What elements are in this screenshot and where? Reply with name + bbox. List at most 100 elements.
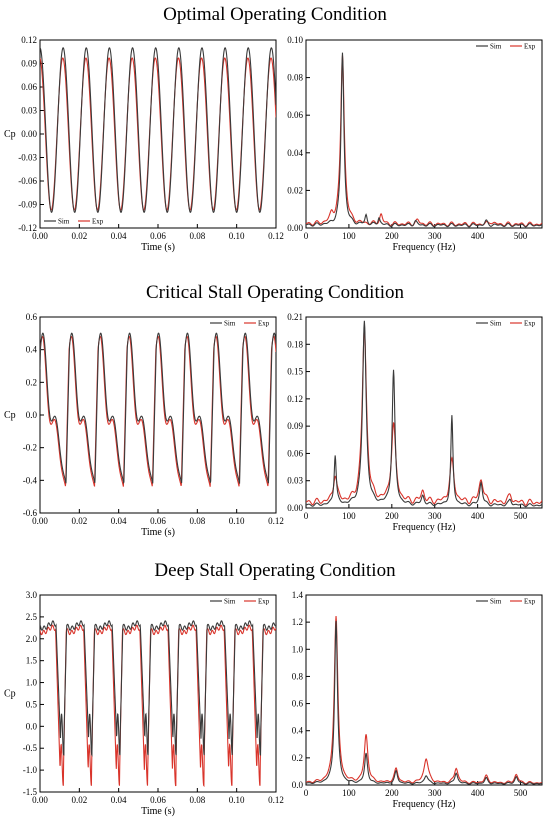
series-line-sim xyxy=(306,320,542,508)
chart-critical-fft: 0 100 200 300 400 500 0.00 0.03 0.06 0.09 0.12 0.15… xyxy=(287,312,543,533)
y-tick-label: 0.8 xyxy=(292,671,304,681)
x-tick-label: 0.10 xyxy=(229,231,245,241)
y-tick-label: -0.09 xyxy=(18,200,37,210)
y-tick-label: 0.6 xyxy=(292,699,304,709)
y-tick-label: -0.4 xyxy=(23,475,38,485)
x-tick-label: 0.12 xyxy=(268,231,284,241)
x-tick-label: 100 xyxy=(342,511,356,521)
x-tick-label: 400 xyxy=(471,788,485,798)
y-tick-label: 0.12 xyxy=(287,394,303,404)
x-tick-label: 500 xyxy=(514,788,528,798)
legend-label-sim: Sim xyxy=(224,598,236,606)
x-tick-label: 0.04 xyxy=(111,795,127,805)
x-tick-label: 0.08 xyxy=(189,795,205,805)
y-tick-label: 0.02 xyxy=(287,185,303,195)
legend-label-sim: Sim xyxy=(490,598,502,606)
y-tick-label: 0.09 xyxy=(287,421,303,431)
x-axis-label: Time (s) xyxy=(141,806,175,817)
y-tick-label: 0.00 xyxy=(21,129,37,139)
y-tick-label: 0.00 xyxy=(287,223,303,233)
series-line-exp xyxy=(306,616,542,785)
y-tick-label: -0.2 xyxy=(23,443,37,453)
x-tick-label: 400 xyxy=(471,231,485,241)
y-tick-label: -0.5 xyxy=(23,743,38,753)
legend-label-exp: Exp xyxy=(524,320,536,328)
y-tick-label: 0.09 xyxy=(21,59,37,69)
plot-frame xyxy=(305,316,543,509)
x-tick-label: 0 xyxy=(304,511,309,521)
x-axis-label: Frequency (Hz) xyxy=(392,522,455,533)
x-tick-label: 0 xyxy=(304,231,309,241)
legend-label-exp: Exp xyxy=(258,598,270,606)
y-tick-label: 0.18 xyxy=(287,339,303,349)
series-line-sim xyxy=(40,47,276,214)
x-tick-label: 0.10 xyxy=(229,795,245,805)
y-tick-label: 0.0 xyxy=(26,410,38,420)
series-line-exp xyxy=(40,624,276,788)
y-tick-label: 1.2 xyxy=(292,617,303,627)
x-tick-label: 0.10 xyxy=(229,516,245,526)
y-tick-label: -0.12 xyxy=(18,223,37,233)
y-tick-label: 0.4 xyxy=(292,726,304,736)
plot-frame xyxy=(305,39,543,229)
y-tick-label: 0.5 xyxy=(26,699,38,709)
y-axis-label: Cp xyxy=(4,129,16,140)
x-tick-label: 0.00 xyxy=(32,795,48,805)
series-line-exp xyxy=(306,328,542,506)
y-tick-label: 0.6 xyxy=(26,312,38,322)
chart-deep-time: 0.00 0.02 0.04 0.06 0.08 0.10 0.12 -1.5 -1.0 -0.5… xyxy=(4,590,284,817)
x-tick-label: 300 xyxy=(428,511,442,521)
x-tick-label: 0.06 xyxy=(150,516,166,526)
y-tick-label: 0.4 xyxy=(26,345,38,355)
y-tick-label: 0.15 xyxy=(287,367,303,377)
y-tick-label: 0.03 xyxy=(287,476,303,486)
y-tick-label: 0.06 xyxy=(21,82,37,92)
section-title-deep: Deep Stall Operating Condition xyxy=(154,560,396,581)
plot-frame xyxy=(305,594,543,786)
series-line-sim xyxy=(40,620,276,757)
x-tick-label: 0.08 xyxy=(189,231,205,241)
x-tick-label: 0.02 xyxy=(71,795,87,805)
y-tick-label: 0.06 xyxy=(287,448,303,458)
legend-label-sim: Sim xyxy=(224,320,236,328)
chart-critical-time: 0.00 0.02 0.04 0.06 0.08 0.10 0.12 -0.6 -0.4 -0.2… xyxy=(4,312,284,538)
series-line-sim xyxy=(40,332,276,485)
y-tick-label: -0.03 xyxy=(18,153,37,163)
x-tick-label: 0.02 xyxy=(71,231,87,241)
x-tick-label: 100 xyxy=(342,231,356,241)
y-tick-label: 0.03 xyxy=(21,106,37,116)
x-tick-label: 0.12 xyxy=(268,516,284,526)
y-tick-label: 0.0 xyxy=(26,721,38,731)
x-tick-label: 500 xyxy=(514,511,528,521)
x-tick-label: 100 xyxy=(342,788,356,798)
legend-label-exp: Exp xyxy=(524,43,536,51)
y-tick-label: 0.10 xyxy=(287,35,303,45)
x-tick-label: 500 xyxy=(514,231,528,241)
section-title-critical: Critical Stall Operating Condition xyxy=(145,282,405,303)
y-tick-label: 1.0 xyxy=(26,678,38,688)
x-tick-label: 200 xyxy=(385,788,399,798)
legend-label-exp: Exp xyxy=(524,598,536,606)
x-axis-label: Time (s) xyxy=(141,242,175,253)
y-axis-label: Cp xyxy=(4,689,16,700)
legend-label-sim: Sim xyxy=(58,218,70,226)
x-tick-label: 0.04 xyxy=(111,516,127,526)
x-tick-label: 200 xyxy=(385,511,399,521)
x-axis-label: Time (s) xyxy=(141,527,175,538)
y-tick-label: 2.5 xyxy=(26,612,38,622)
y-tick-label: 0.2 xyxy=(292,753,303,763)
chart-deep-fft: 0 100 200 300 400 500 0.0 0.2 0.4 0.6 0.8 1.0 1.2 1.4… xyxy=(292,590,543,810)
x-tick-label: 400 xyxy=(471,511,485,521)
x-axis-label: Frequency (Hz) xyxy=(392,242,455,253)
y-tick-label: 0.08 xyxy=(287,73,303,83)
chart-optimal-fft: 0 100 200 300 400 500 0.00 0.02 0.04 0.06 0.08 0.10… xyxy=(287,35,543,253)
y-tick-label: 1.4 xyxy=(292,590,304,600)
series-line-sim xyxy=(306,52,542,228)
y-tick-label: -0.06 xyxy=(18,176,37,186)
x-tick-label: 300 xyxy=(428,788,442,798)
y-tick-label: 0.12 xyxy=(21,35,37,45)
x-tick-label: 0.04 xyxy=(111,231,127,241)
y-tick-label: -1.0 xyxy=(23,765,38,775)
y-tick-label: 0.04 xyxy=(287,148,303,158)
legend-label-sim: Sim xyxy=(490,320,502,328)
